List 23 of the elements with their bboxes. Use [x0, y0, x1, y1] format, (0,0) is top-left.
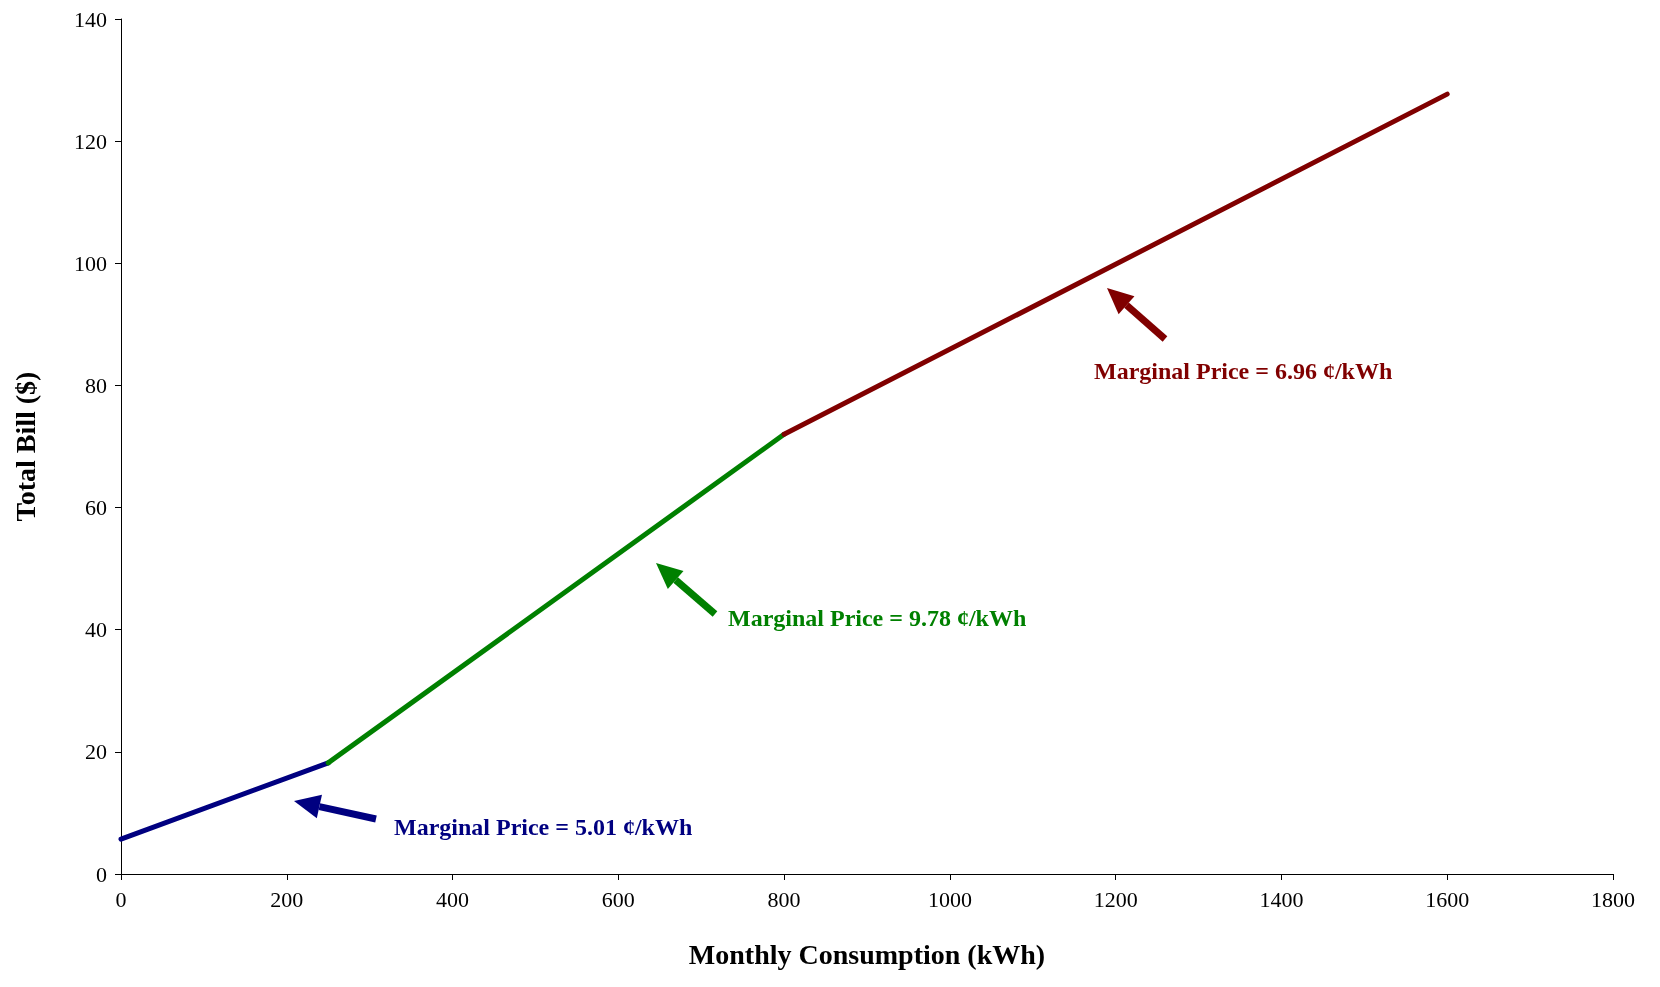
- x-tick-label: 400: [436, 886, 470, 912]
- x-tick-label: 1200: [1093, 886, 1138, 912]
- y-tick-label: 20: [85, 739, 107, 765]
- annotation: Marginal Price = 5.01 ¢/kWh: [394, 814, 693, 840]
- y-tick-label: 60: [85, 495, 107, 521]
- x-tick-label: 200: [270, 886, 304, 912]
- x-axis-title: Monthly Consumption (kWh): [688, 938, 1046, 970]
- y-tick-label: 140: [74, 6, 107, 32]
- y-tick-label: 40: [85, 617, 107, 643]
- x-tick-label: 600: [601, 886, 635, 912]
- y-tick-label: 0: [96, 861, 107, 887]
- x-tick-label: 1000: [927, 886, 972, 912]
- x-tick-label: 1600: [1425, 886, 1470, 912]
- y-axis-title: Total Bill ($): [9, 371, 41, 522]
- x-tick-label: 1800: [1591, 886, 1635, 912]
- annotation: Marginal Price = 6.96 ¢/kWh: [1094, 358, 1393, 384]
- x-tick-label: 0: [115, 886, 127, 912]
- x-tick-label: 1400: [1259, 886, 1304, 912]
- annotation: Marginal Price = 9.78 ¢/kWh: [728, 605, 1027, 631]
- x-tick-label: 800: [767, 886, 801, 912]
- y-tick-label: 100: [74, 250, 107, 276]
- y-tick-label: 120: [74, 128, 107, 154]
- y-tick-label: 80: [85, 372, 107, 398]
